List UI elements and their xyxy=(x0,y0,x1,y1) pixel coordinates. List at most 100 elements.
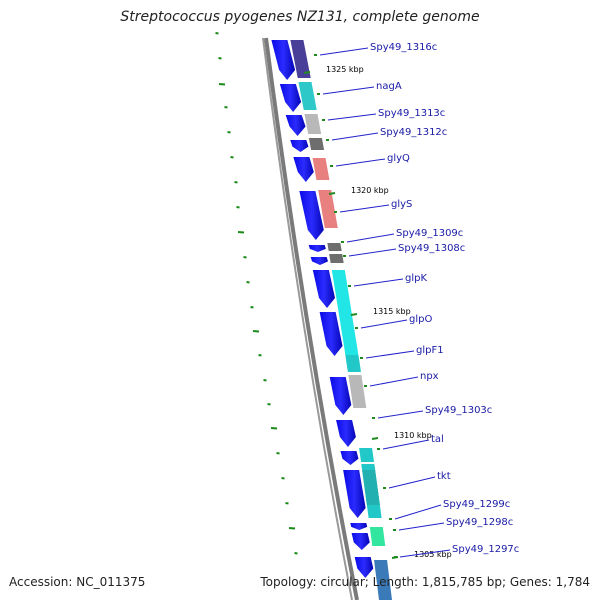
gene-leader-line xyxy=(335,158,386,167)
kbp-tick xyxy=(328,192,336,195)
reverse-strand-genes xyxy=(290,40,392,600)
gc-tick xyxy=(237,231,245,234)
gene-label[interactable]: Spy49_1298c xyxy=(446,517,513,528)
gc-tick xyxy=(270,427,278,430)
gene-leader-line xyxy=(327,113,377,121)
gene-label[interactable]: Spy49_1316c xyxy=(370,42,437,53)
reverse-gene-bar xyxy=(331,270,357,345)
gc-tick xyxy=(276,452,280,455)
kbp-label: 1315 kbp xyxy=(373,307,411,316)
gene-leader-line xyxy=(360,319,408,329)
gc-tick xyxy=(234,181,238,184)
kbp-tick xyxy=(303,71,311,74)
gene-label[interactable]: Spy49_1303c xyxy=(425,405,492,416)
gene-label[interactable]: Spy49_1297c xyxy=(452,544,519,555)
gene-label[interactable]: Spy49_1308c xyxy=(398,243,465,254)
gc-tick xyxy=(263,379,267,382)
gene-leader-line xyxy=(346,233,395,243)
gene-label[interactable]: glpK xyxy=(405,273,427,284)
gene-label[interactable]: nagA xyxy=(376,81,402,92)
gc-tick xyxy=(246,281,250,284)
gene-leader-line xyxy=(331,132,379,141)
reverse-gene-bar xyxy=(369,527,386,546)
forward-gene-arrow xyxy=(312,270,335,308)
gc-tick xyxy=(243,256,247,259)
gene-label[interactable]: tal xyxy=(431,434,444,445)
kbp-tick xyxy=(350,313,358,316)
gc-tick xyxy=(281,477,285,480)
gene-label[interactable]: glpO xyxy=(409,314,432,325)
gc-tick xyxy=(224,106,228,109)
forward-gene-arrow xyxy=(293,157,314,182)
gene-leader-line xyxy=(369,376,419,387)
gene-label[interactable]: glpF1 xyxy=(416,345,444,356)
gene-leader-line xyxy=(348,248,397,257)
accession-text: Accession: NC_011375 xyxy=(9,575,146,589)
gene-label[interactable]: npx xyxy=(420,371,439,382)
gene-label[interactable]: glyS xyxy=(391,199,412,210)
forward-gene-arrow xyxy=(308,245,326,252)
forward-gene-arrow xyxy=(336,420,356,447)
genome-summary: Topology: circular; Length: 1,815,785 bp… xyxy=(260,575,590,589)
gene-leader-line xyxy=(399,549,451,558)
forward-gene-arrow xyxy=(285,115,306,136)
reverse-gene-bar xyxy=(374,560,392,600)
reverse-gene-bar xyxy=(290,40,311,78)
gene-leader-line xyxy=(319,47,369,56)
gc-tick xyxy=(236,206,240,209)
gc-tick xyxy=(230,156,234,159)
gene-leader-line xyxy=(382,439,430,450)
forward-gene-arrow xyxy=(350,523,368,530)
reverse-gene-bar xyxy=(327,243,342,251)
gene-leader-line xyxy=(377,410,424,419)
forward-gene-arrow xyxy=(343,470,366,518)
reverse-gene-bar xyxy=(329,254,344,263)
reverse-gene-bar xyxy=(361,464,376,470)
reverse-gene-bar xyxy=(312,158,330,180)
gc-content-ticks xyxy=(215,32,298,555)
forward-gene-arrow xyxy=(310,257,329,265)
reverse-gene-bar xyxy=(318,190,338,228)
gene-label[interactable]: glyQ xyxy=(387,153,410,164)
gene-label[interactable]: Spy49_1312c xyxy=(380,127,447,138)
gene-leader-line xyxy=(388,476,436,489)
gene-labels: Spy49_1316c nagA Spy49_1313c Spy49_1312cgly… xyxy=(314,42,519,558)
gene-leader-line xyxy=(365,350,415,359)
gene-leader-line xyxy=(339,204,390,213)
forward-gene-arrow xyxy=(299,191,324,240)
gene-label[interactable]: Spy49_1313c xyxy=(378,108,445,119)
forward-gene-arrow xyxy=(271,40,296,80)
gc-tick xyxy=(294,552,298,555)
gene-leader-line xyxy=(398,522,445,531)
reverse-gene-bar xyxy=(308,138,325,150)
gc-tick xyxy=(250,306,254,309)
map-title: Streptococcus pyogenes NZ131, complete g… xyxy=(120,9,480,25)
forward-gene-arrow xyxy=(279,84,302,112)
gc-tick xyxy=(227,131,231,134)
gc-tick xyxy=(258,354,262,357)
gc-tick xyxy=(218,57,222,60)
kbp-label: 1325 kbp xyxy=(326,65,364,74)
gene-label[interactable]: Spy49_1309c xyxy=(396,228,463,239)
reverse-gene-bar xyxy=(298,82,317,110)
kbp-tick xyxy=(371,437,379,440)
forward-gene-arrow xyxy=(319,312,343,356)
gc-tick xyxy=(218,83,226,86)
forward-gene-arrow xyxy=(351,533,370,550)
kbp-label: 1310 kbp xyxy=(394,431,432,440)
forward-strand-genes xyxy=(271,40,374,578)
backbone-inner xyxy=(262,37,353,600)
reverse-gene-bar xyxy=(345,355,361,372)
gene-leader-line xyxy=(353,278,404,287)
gc-tick xyxy=(267,403,271,406)
reverse-gene-bar xyxy=(359,448,375,462)
forward-gene-arrow xyxy=(329,377,352,415)
gene-label[interactable]: tkt xyxy=(437,471,451,482)
gene-label[interactable]: Spy49_1299c xyxy=(443,499,510,510)
reverse-gene-bar xyxy=(362,470,380,505)
gc-tick xyxy=(288,527,296,530)
reverse-gene-bar xyxy=(304,114,322,134)
gc-tick xyxy=(285,502,289,505)
backbone-outer xyxy=(264,37,359,600)
